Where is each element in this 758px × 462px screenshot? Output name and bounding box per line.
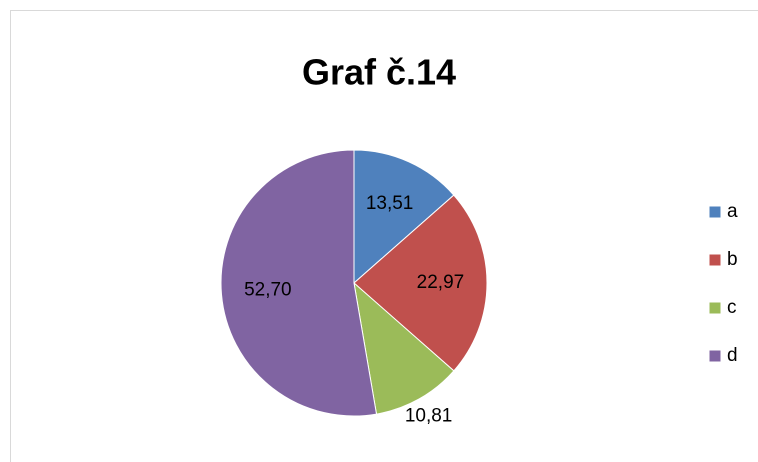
- pie-slice: [220, 149, 378, 417]
- legend-swatch: [708, 205, 722, 219]
- data-label: 10,81: [405, 406, 453, 427]
- legend-label: c: [727, 297, 737, 318]
- data-label: 13,51: [366, 193, 414, 214]
- chart-title: Graf č.14: [302, 52, 456, 93]
- legend-label: a: [727, 201, 738, 222]
- data-label: 52,70: [244, 279, 292, 300]
- legend-label: b: [727, 249, 738, 270]
- data-label: 22,97: [417, 272, 465, 293]
- pie-slice: [353, 149, 455, 285]
- pie-slice: [353, 194, 488, 372]
- legend-swatch: [708, 301, 722, 315]
- legend-swatch: [708, 253, 722, 267]
- legend-label: d: [727, 345, 738, 366]
- legend-swatch: [708, 349, 722, 363]
- pie-slice: [353, 281, 455, 415]
